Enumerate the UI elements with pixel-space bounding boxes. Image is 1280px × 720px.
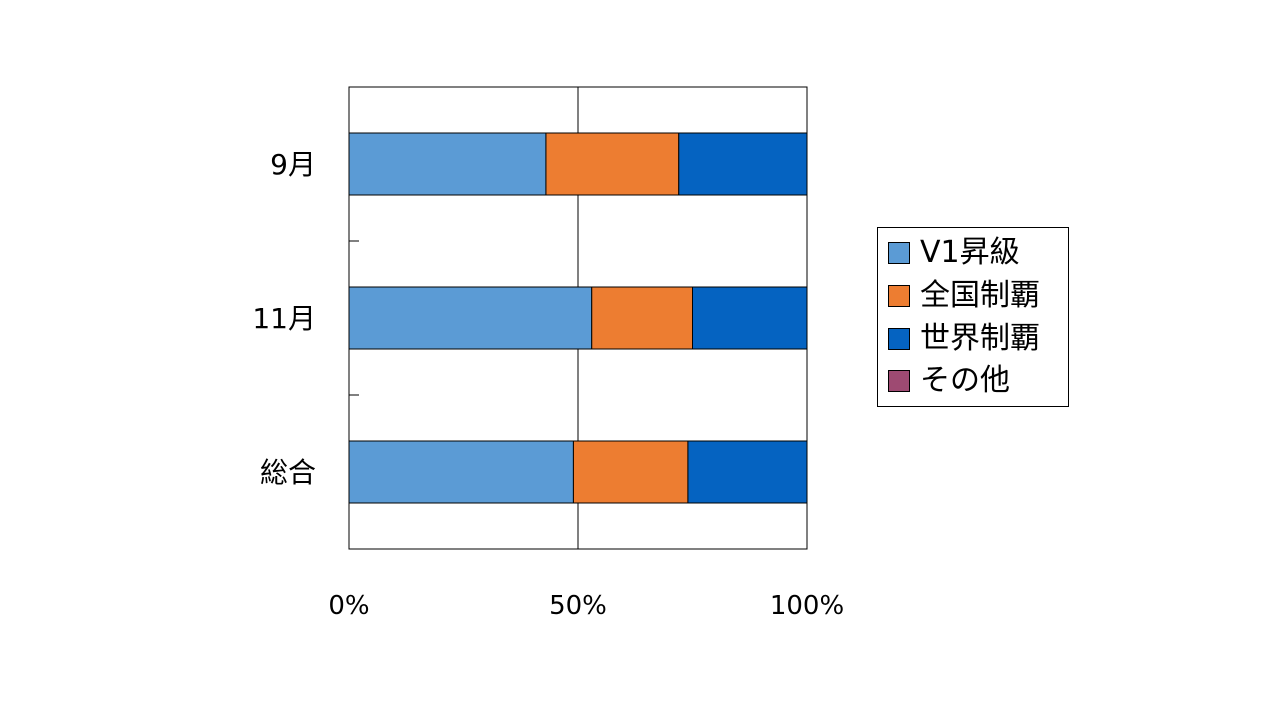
legend-swatch-national (888, 285, 910, 307)
bar-segment-1-2 (692, 286, 808, 350)
bar-segment-2-2 (687, 440, 808, 504)
legend-item-other: その他 (888, 362, 1010, 400)
legend: V1昇級 全国制覇 世界制覇 その他 (877, 227, 1069, 407)
legend-label-v1: V1昇級 (920, 235, 1020, 270)
category-label-2: 総合 (260, 456, 316, 489)
category-label-0: 9月 (270, 148, 316, 181)
legend-item-world: 世界制覇 (888, 320, 1040, 358)
bars (348, 132, 808, 504)
legend-item-national: 全国制覇 (888, 277, 1040, 315)
bar-segment-1-1 (591, 286, 693, 350)
legend-label-other: その他 (920, 363, 1010, 398)
legend-label-world: 世界制覇 (920, 321, 1040, 356)
x-tick-label-0: 0% (328, 591, 369, 621)
legend-swatch-world (888, 328, 910, 350)
bar-segment-1-0 (348, 286, 593, 350)
bar-segment-0-0 (348, 132, 547, 196)
bar-segment-0-1 (545, 132, 680, 196)
bar-segment-2-0 (348, 440, 574, 504)
plot-border (348, 86, 808, 550)
legend-label-national: 全国制覇 (920, 278, 1040, 313)
legend-swatch-v1 (888, 242, 910, 264)
legend-item-v1: V1昇級 (888, 234, 1020, 272)
bar-segment-0-2 (678, 132, 808, 196)
x-tick-label-2: 100% (770, 591, 844, 621)
category-label-1: 11月 (252, 302, 316, 335)
x-tick-label-1: 50% (549, 591, 607, 621)
plot-frame (348, 86, 808, 550)
bar-segment-2-1 (572, 440, 689, 504)
legend-swatch-other (888, 370, 910, 392)
